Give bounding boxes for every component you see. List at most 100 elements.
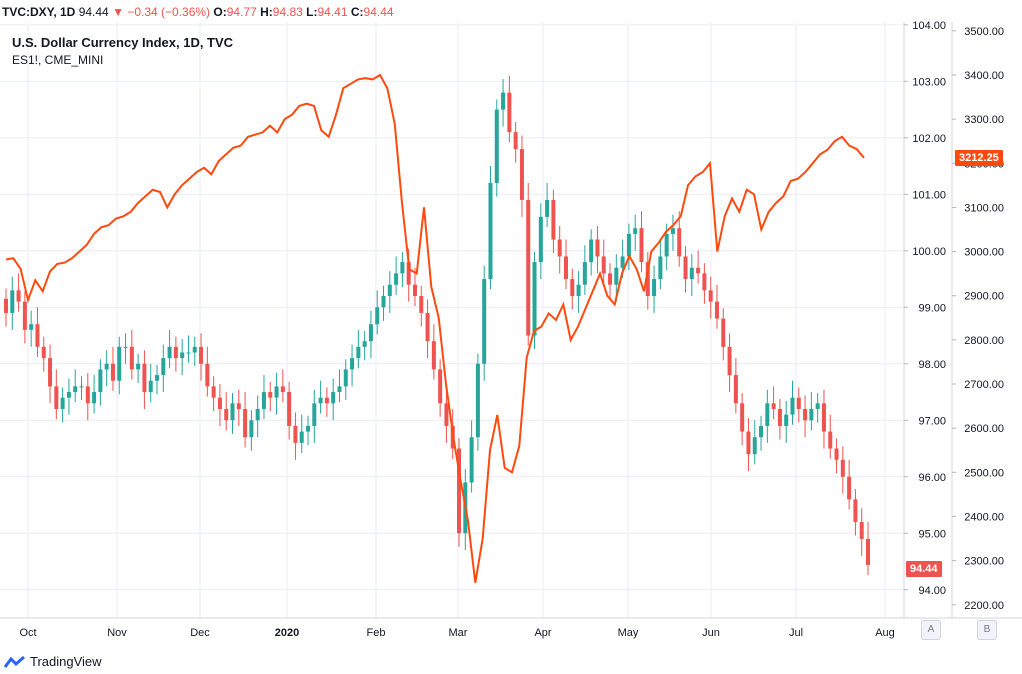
candle-body xyxy=(828,431,833,449)
candle-body xyxy=(155,375,160,381)
candle-body xyxy=(362,341,367,347)
candle-body xyxy=(608,273,613,285)
main-series-legend[interactable]: U.S. Dollar Currency Index, 1D, TVC xyxy=(12,35,234,50)
candle-body xyxy=(670,228,675,234)
candle-body xyxy=(746,431,751,455)
left-axis-label: 104.00 xyxy=(912,20,946,32)
candle-body xyxy=(652,279,657,296)
candle-body xyxy=(614,267,619,285)
right-axis-label: 3500.00 xyxy=(964,26,1004,38)
candle-body xyxy=(853,499,858,522)
candle-body xyxy=(721,318,726,347)
brand-name: TradingView xyxy=(30,654,102,669)
candle-body xyxy=(677,228,682,257)
candle-body xyxy=(803,408,808,421)
auto-scale-button[interactable]: A xyxy=(921,620,941,640)
candle-body xyxy=(689,267,694,280)
candle-body xyxy=(274,386,279,398)
time-axis-label: Apr xyxy=(534,627,551,639)
open-value: 94.77 xyxy=(226,5,257,19)
candle-body xyxy=(368,324,373,342)
candle-body xyxy=(16,290,21,302)
candle-body xyxy=(104,363,109,370)
candle-body xyxy=(696,267,701,274)
candle-body xyxy=(123,346,128,348)
candle-body xyxy=(494,109,499,184)
low-value: 94.41 xyxy=(317,5,348,19)
candle-body xyxy=(66,392,71,398)
es-last-price-badge: 3212.25 xyxy=(955,150,1003,166)
candle-body xyxy=(475,363,480,438)
high-label: H: xyxy=(260,5,273,19)
candle-body xyxy=(142,363,147,393)
time-axis-label: May xyxy=(618,627,639,639)
candle-body xyxy=(847,476,852,500)
candle-body xyxy=(73,386,78,393)
dxy-price-axis[interactable]: 104.00 103.00 102.00 101.00 100.00 99.00 98.00… xyxy=(904,20,946,597)
candle-body xyxy=(570,279,575,296)
candle-body xyxy=(595,239,600,257)
candle-body xyxy=(809,408,814,421)
candle-body xyxy=(425,312,430,342)
candle-body xyxy=(532,262,537,336)
candle-body xyxy=(249,420,254,438)
candle-body xyxy=(519,149,524,200)
left-axis-label: 101.00 xyxy=(912,189,946,201)
time-axis-label: Mar xyxy=(449,627,468,639)
left-axis-label: 100.00 xyxy=(912,246,946,258)
time-axis[interactable]: Oct Nov Dec 2020 Feb Mar Apr May Jun Jul Aug xyxy=(19,627,894,639)
candle-body xyxy=(488,183,493,280)
candle-body xyxy=(79,386,84,388)
candle-body xyxy=(129,346,134,370)
candle-body xyxy=(840,459,845,477)
candle-body xyxy=(576,284,581,296)
candle-body xyxy=(10,290,15,313)
candle-body xyxy=(639,228,644,263)
change-value: −0.34 (−0.36%) xyxy=(127,5,211,19)
time-axis-label: Nov xyxy=(107,627,127,639)
candle-body xyxy=(658,256,663,280)
right-axis-label: 3100.00 xyxy=(964,202,1004,214)
candle-body xyxy=(92,392,97,404)
time-axis-label: Oct xyxy=(19,627,36,639)
ohlc-header: TVC:DXY, 1D 94.44 ▼ −0.34 (−0.36%) O:94.… xyxy=(2,5,394,19)
candle-body xyxy=(280,386,285,393)
candle-body xyxy=(771,403,776,409)
time-axis-label: Aug xyxy=(875,627,895,639)
candle-body xyxy=(48,358,53,387)
candle-body xyxy=(41,346,46,359)
candle-body xyxy=(545,199,550,217)
candle-body xyxy=(306,425,311,432)
candle-body xyxy=(236,403,241,409)
candle-body xyxy=(268,392,273,398)
candle-body xyxy=(645,262,650,296)
candle-body xyxy=(243,408,248,438)
candle-body xyxy=(356,346,361,359)
candle-body xyxy=(173,346,178,359)
candle-body xyxy=(199,346,204,364)
candle-body xyxy=(513,132,518,150)
candle-body xyxy=(633,228,638,234)
candle-body xyxy=(192,346,197,353)
candle-body xyxy=(501,92,506,110)
down-arrow-icon: ▼ xyxy=(112,5,124,19)
candle-body xyxy=(859,521,864,539)
right-axis-label: 2500.00 xyxy=(964,467,1004,479)
candle-body xyxy=(394,273,399,285)
candle-body xyxy=(110,363,115,381)
candle-body xyxy=(324,397,329,404)
candle-body xyxy=(759,425,764,438)
time-axis-label: 2020 xyxy=(275,627,299,639)
es-price-axis[interactable]: 3500.003400.003300.003200.003100.003000.… xyxy=(952,26,1004,612)
candle-body xyxy=(350,358,355,370)
candle-body xyxy=(255,408,260,421)
scale-b-button[interactable]: B xyxy=(977,620,997,640)
overlay-series-legend[interactable]: ES1!, CME_MINI xyxy=(12,53,104,67)
candle-body xyxy=(230,403,235,421)
right-axis-label: 2900.00 xyxy=(964,291,1004,303)
right-axis-label: 3300.00 xyxy=(964,114,1004,126)
right-axis-label: 2600.00 xyxy=(964,423,1004,435)
candle-body xyxy=(551,199,556,240)
candle-body xyxy=(375,307,380,325)
